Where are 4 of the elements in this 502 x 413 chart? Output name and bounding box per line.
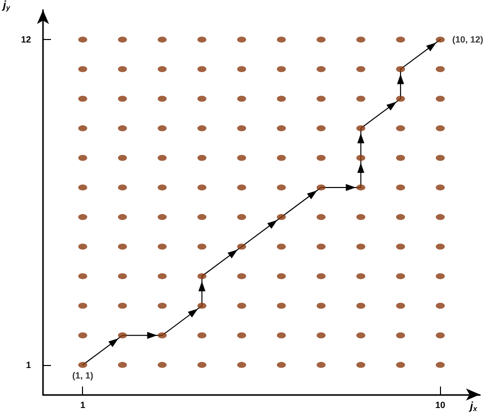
x-tick-label: 10 <box>435 400 446 410</box>
annotation: (10, 12) <box>452 34 484 45</box>
y-tick-label: 12 <box>20 34 31 45</box>
annotation: (1, 1) <box>72 370 94 380</box>
